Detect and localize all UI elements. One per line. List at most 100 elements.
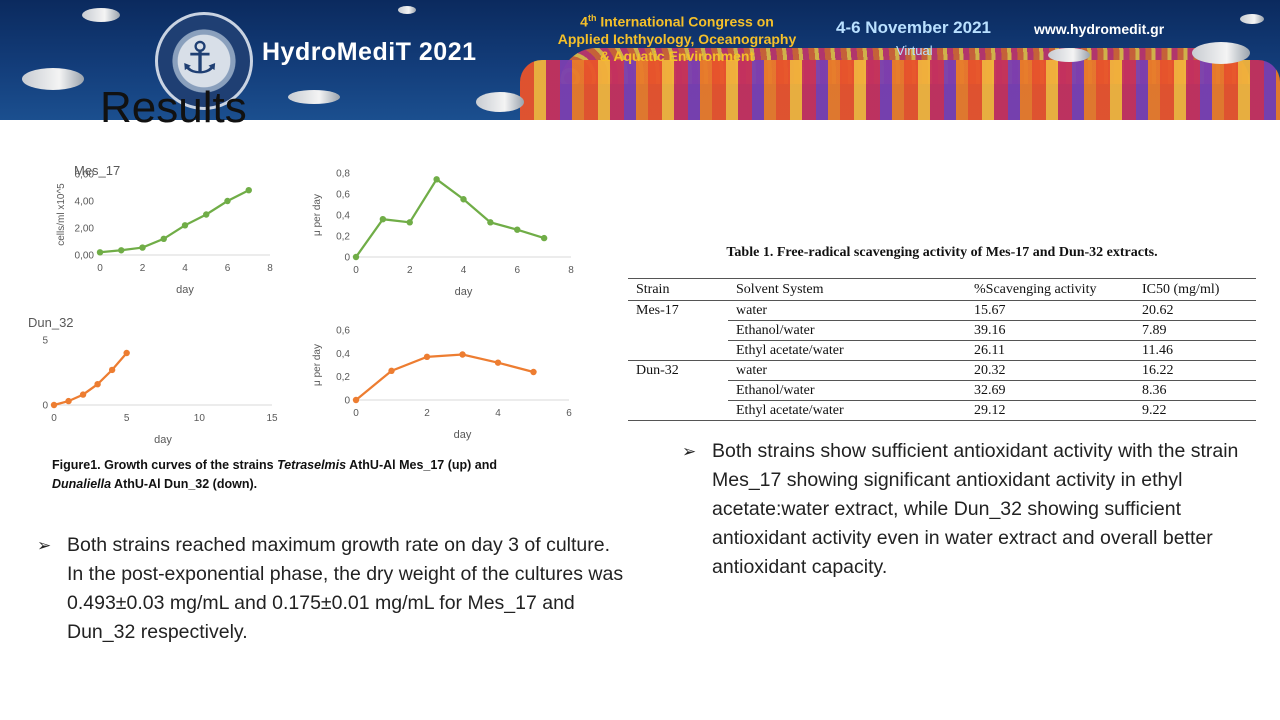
scavenging-cell: 20.32 bbox=[966, 360, 1134, 381]
x-axis-title: day bbox=[454, 429, 472, 441]
x-tick-label: 4 bbox=[182, 263, 188, 274]
strain-cell bbox=[628, 381, 728, 401]
congress-dates: 4-6 November 2021 bbox=[836, 18, 991, 37]
data-point bbox=[65, 397, 72, 405]
x-tick-label: 6 bbox=[514, 265, 520, 276]
series-line bbox=[99, 189, 250, 254]
strain-cell bbox=[628, 400, 728, 421]
x-tick-label: 2 bbox=[140, 263, 146, 274]
website-link[interactable]: www.hydromedit.gr bbox=[1034, 21, 1165, 37]
x-tick-label: 2 bbox=[424, 408, 430, 419]
data-point bbox=[50, 401, 58, 409]
arrow-bullet-icon: ➢ bbox=[682, 442, 697, 461]
strain-cell: Mes-17 bbox=[636, 302, 679, 318]
y-axis-title: cells/ml x10^5 bbox=[20, 341, 21, 404]
x-tick-label: 0 bbox=[97, 263, 103, 274]
fish-icon bbox=[1048, 48, 1090, 62]
x-tick-label: 0 bbox=[51, 413, 57, 424]
series-line bbox=[53, 352, 128, 407]
y-tick-label: 0,6 bbox=[336, 326, 350, 337]
growth-rate-bullet: ➢ Both strains reached maximum growth ra… bbox=[37, 531, 627, 647]
x-axis-title: day bbox=[154, 434, 172, 446]
x-tick-label: 6 bbox=[566, 408, 572, 419]
series-line bbox=[355, 177, 545, 258]
data-point bbox=[530, 368, 537, 376]
conference-banner: ⚓ HydroMediT 2021 4th International Cong… bbox=[0, 0, 1280, 120]
x-tick-label: 15 bbox=[266, 413, 278, 424]
data-point bbox=[139, 244, 146, 251]
data-point bbox=[352, 253, 360, 261]
data-point bbox=[123, 349, 130, 357]
data-point bbox=[108, 366, 116, 374]
fish-icon bbox=[476, 92, 524, 112]
data-point bbox=[79, 391, 87, 398]
data-point bbox=[94, 381, 101, 388]
data-point bbox=[160, 235, 167, 242]
scavenging-cell: 15.67 bbox=[966, 300, 1134, 321]
data-point bbox=[514, 226, 521, 233]
table-row: Ethyl acetate/water 29.12 9.22 bbox=[628, 400, 1256, 421]
strain-cell bbox=[628, 321, 728, 341]
chart-title: Mes_17 bbox=[74, 163, 120, 178]
solvent-cell: Ethyl acetate/water bbox=[728, 340, 966, 361]
series-line bbox=[355, 353, 534, 401]
table-row: Mes-17 water 15.67 20.62 bbox=[628, 300, 1256, 321]
y-tick-label: 2,00 bbox=[75, 224, 95, 235]
data-point bbox=[203, 211, 210, 218]
x-axis-title: day bbox=[176, 284, 194, 296]
data-point bbox=[379, 216, 387, 223]
fish-icon bbox=[398, 6, 416, 14]
y-tick-label: 0,6 bbox=[336, 190, 350, 201]
y-tick-label: 0,00 bbox=[75, 251, 95, 262]
table-row: Ethyl acetate/water 26.11 11.46 bbox=[628, 340, 1256, 361]
strain-cell bbox=[628, 340, 728, 361]
ic50-cell: 9.22 bbox=[1134, 400, 1256, 421]
ic50-cell: 7.89 bbox=[1134, 320, 1256, 341]
column-header-scavenging: %Scavenging activity bbox=[966, 278, 1134, 301]
solvent-cell: water bbox=[728, 360, 966, 381]
x-tick-label: 4 bbox=[461, 265, 467, 276]
slide-title: Results bbox=[100, 83, 247, 132]
dun-32-growth-chart: Dun_32 0 5 10 15 0 5 day cells/ml x10^5 bbox=[20, 315, 278, 446]
data-point bbox=[388, 367, 395, 375]
scavenging-cell: 26.11 bbox=[966, 340, 1134, 361]
ic50-cell: 20.62 bbox=[1134, 300, 1256, 321]
strain-cell: Dun-32 bbox=[636, 362, 679, 378]
x-axis-title: day bbox=[455, 286, 473, 298]
data-point bbox=[423, 353, 431, 361]
ic50-cell: 8.36 bbox=[1134, 380, 1256, 401]
y-tick-label: 0,4 bbox=[336, 349, 350, 360]
fish-icon bbox=[22, 68, 84, 90]
table-header-row: Strain Solvent System %Scavenging activi… bbox=[628, 278, 1256, 301]
y-tick-label: 0 bbox=[344, 253, 350, 264]
column-header-solvent: Solvent System bbox=[728, 278, 966, 301]
x-tick-label: 4 bbox=[495, 408, 501, 419]
ic50-cell: 11.46 bbox=[1134, 340, 1256, 361]
dun-32-growth-rate-chart: 0 2 4 6 0 0,2 0,4 0,6 day μ per day bbox=[312, 326, 572, 442]
fish-icon bbox=[288, 90, 340, 104]
x-tick-label: 10 bbox=[194, 413, 206, 424]
data-point bbox=[96, 249, 104, 256]
solvent-cell: Ethanol/water bbox=[728, 320, 966, 341]
mes-17-growth-rate-chart: 0 2 4 6 8 0 0,2 0,4 0,6 0,8 day μ per day bbox=[312, 169, 574, 299]
data-point bbox=[460, 196, 467, 203]
data-point bbox=[433, 176, 440, 183]
scavenging-cell: 39.16 bbox=[966, 320, 1134, 341]
table-row: Ethanol/water 32.69 8.36 bbox=[628, 380, 1256, 401]
y-axis-title: μ per day bbox=[312, 344, 323, 386]
coral-reef-decoration bbox=[520, 60, 1280, 120]
data-point bbox=[352, 396, 360, 404]
y-tick-label: 6,00 bbox=[75, 170, 95, 181]
data-point bbox=[494, 359, 502, 366]
congress-name: 4th International Congress on Applied Ic… bbox=[557, 13, 797, 64]
solvent-cell: water bbox=[728, 300, 966, 321]
data-point bbox=[118, 247, 125, 254]
data-point bbox=[406, 219, 413, 226]
fish-icon bbox=[1240, 14, 1264, 24]
data-point bbox=[245, 187, 252, 194]
x-tick-label: 8 bbox=[267, 263, 273, 274]
congress-mode: Virtual bbox=[896, 43, 933, 58]
y-tick-label: 0,2 bbox=[336, 232, 350, 243]
mes-17-growth-chart: Mes_17 0 2 4 6 8 0,00 2,00 4,00 6,00 day cells/ml x… bbox=[56, 163, 273, 296]
data-point bbox=[224, 197, 231, 205]
